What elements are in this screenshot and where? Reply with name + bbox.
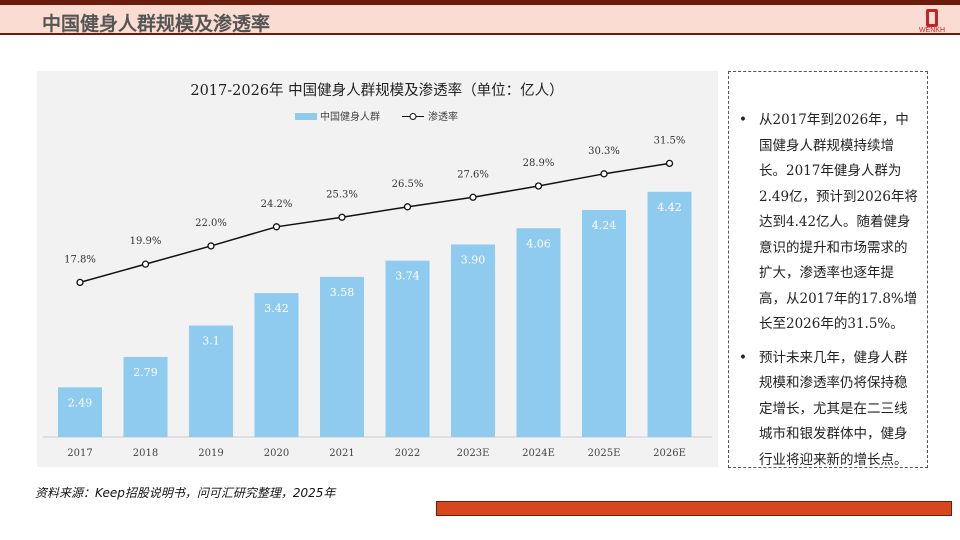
legend-line-marker bbox=[409, 113, 417, 120]
line-value-label: 17.8% bbox=[64, 254, 96, 265]
bar-value-label: 4.42 bbox=[657, 201, 682, 214]
bar-value-label: 3.90 bbox=[461, 253, 486, 266]
legend-bar-label: 中国健身人群 bbox=[320, 110, 380, 123]
line-value-label: 28.9% bbox=[523, 158, 555, 169]
bar bbox=[385, 260, 430, 437]
penetration-line bbox=[79, 162, 670, 284]
legend-line-label: 渗透率 bbox=[428, 110, 458, 123]
bar-value-label: 2.49 bbox=[68, 396, 93, 409]
line-point bbox=[207, 242, 215, 250]
bar-value-label: 3.58 bbox=[330, 286, 355, 299]
note-bullet: 预计未来几年，健身人群规模和渗透率仍将保持稳定增长，尤其是在二三线城市和银发群体… bbox=[737, 346, 919, 474]
line-point bbox=[600, 170, 608, 178]
line-point bbox=[141, 260, 150, 268]
chart: 2017-2026年 中国健身人群规模及渗透率（单位：亿人） 中国健身人群 渗透… bbox=[43, 82, 712, 459]
bar-value-label: 3.74 bbox=[395, 270, 420, 283]
bar bbox=[254, 293, 299, 437]
line-point bbox=[76, 278, 84, 287]
bar bbox=[582, 210, 626, 437]
legend-bar-swatch bbox=[295, 113, 317, 120]
line-point bbox=[534, 182, 543, 190]
line-value-label: 30.3% bbox=[588, 146, 620, 157]
summary-note: 从2017年到2026年，中国健身人群规模持续增长。2017年健身人群为2.49… bbox=[728, 71, 928, 468]
line-point bbox=[403, 203, 412, 211]
logo-mark-icon bbox=[926, 9, 938, 27]
bar bbox=[58, 387, 102, 437]
line-point bbox=[272, 223, 281, 231]
x-tick-label: 2018 bbox=[133, 448, 158, 459]
line-value-label: 25.3% bbox=[326, 189, 358, 200]
footer-bar bbox=[436, 501, 952, 516]
bar-value-label: 3.1 bbox=[202, 335, 220, 348]
x-tick-label: 2017 bbox=[67, 448, 92, 459]
chart-panel: 2017-2026年 中国健身人群规模及渗透率（单位：亿人） 中国健身人群 渗透… bbox=[37, 71, 718, 467]
chart-title: 2017-2026年 中国健身人群规模及渗透率（单位：亿人） bbox=[190, 82, 563, 99]
x-tick-label: 2025E bbox=[588, 448, 621, 459]
bar bbox=[647, 191, 692, 437]
x-tick-label: 2023E bbox=[457, 448, 490, 459]
x-tick-label: 2026E bbox=[653, 448, 686, 459]
bar bbox=[189, 325, 233, 437]
x-tick-label: 2022 bbox=[395, 448, 420, 459]
x-tick-label: 2024E bbox=[522, 448, 555, 459]
line-value-label: 27.6% bbox=[457, 169, 489, 180]
bar-value-label: 4.24 bbox=[592, 219, 617, 232]
line-point bbox=[338, 213, 346, 221]
bar bbox=[123, 356, 168, 437]
source-note: 资料来源：Keep招股说明书，问可汇研究整理，2025年 bbox=[35, 486, 336, 500]
x-tick-label: 2021 bbox=[329, 448, 354, 459]
bar-value-label: 4.06 bbox=[526, 237, 551, 250]
logo: WENKH bbox=[912, 9, 952, 39]
line-point bbox=[665, 159, 674, 168]
line-value-label: 31.5% bbox=[654, 135, 686, 146]
bar-value-label: 2.79 bbox=[133, 366, 158, 379]
legend: 中国健身人群 渗透率 bbox=[295, 110, 458, 123]
note-bullet: 从2017年到2026年，中国健身人群规模持续增长。2017年健身人群为2.49… bbox=[737, 108, 919, 338]
page-title: 中国健身人群规模及渗透率 bbox=[42, 13, 271, 35]
header: 中国健身人群规模及渗透率 WENKH bbox=[0, 5, 960, 35]
logo-text: WENKH bbox=[918, 27, 946, 34]
top-band bbox=[0, 0, 960, 5]
line-value-label: 24.2% bbox=[261, 199, 293, 210]
line-value-label: 26.5% bbox=[392, 179, 424, 190]
line-point bbox=[469, 193, 477, 201]
bar bbox=[451, 244, 495, 437]
x-tick-label: 2020 bbox=[264, 448, 289, 459]
bar bbox=[516, 228, 561, 437]
bar bbox=[320, 276, 364, 437]
line-value-label: 19.9% bbox=[130, 236, 162, 247]
bar-value-label: 3.42 bbox=[264, 302, 289, 315]
line-value-label: 22.0% bbox=[195, 218, 227, 229]
x-tick-label: 2019 bbox=[198, 448, 223, 459]
